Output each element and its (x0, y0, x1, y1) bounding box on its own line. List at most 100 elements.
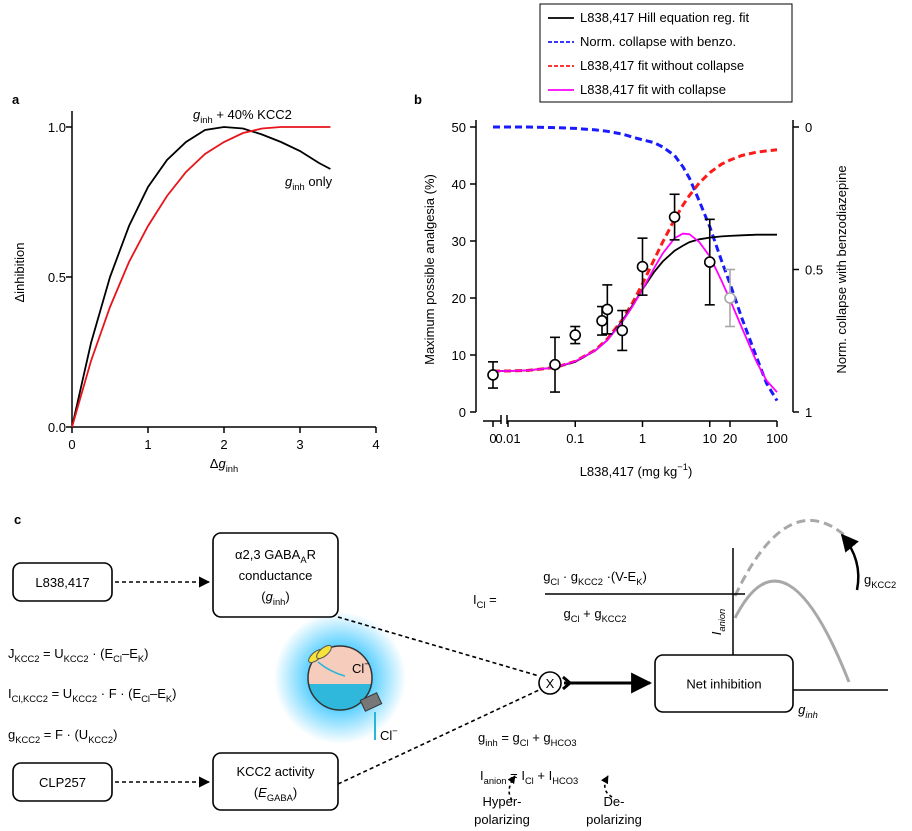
series-line (71, 126, 331, 428)
node-box (12, 762, 113, 802)
text-run: inh (292, 182, 304, 192)
ion-label: Cl− (352, 659, 370, 676)
text-run: Cl (477, 600, 486, 610)
text-run: ) (285, 589, 289, 604)
text-run: HCO3 (551, 738, 577, 748)
y2-axis-label: Norm. collapse with benzodiazepine (834, 165, 849, 373)
text-run: + g (529, 730, 551, 745)
text-run: g (8, 727, 15, 742)
text-run: I (480, 768, 484, 783)
text-run: Cl (550, 577, 559, 587)
panel-label: c (14, 512, 21, 527)
text-run: ) (113, 727, 117, 742)
data-point (549, 358, 561, 371)
x-tick-label: 0.1 (566, 431, 584, 446)
node-box (654, 654, 794, 713)
text-run: ( (261, 589, 266, 604)
text-run: ) (642, 569, 646, 584)
text-run: K (636, 577, 643, 587)
x-tick-label: 2 (220, 437, 227, 452)
text-run: Cl (571, 614, 580, 624)
y-axis-label: Δinhibition (12, 243, 27, 303)
note: polarizing (586, 812, 642, 827)
x-axis-label: L838,417 (mg kg−1) (580, 462, 693, 479)
node-label: α2,3 GABAAR (235, 547, 316, 565)
text-run: I (709, 631, 724, 635)
legend-label: L838,417 fit with collapse (580, 82, 726, 97)
text-run: = (485, 592, 496, 607)
text-run: ·(V-E (603, 569, 637, 584)
text-run: KCC2 (88, 735, 113, 745)
series-line (493, 148, 778, 373)
note: De- (604, 794, 625, 809)
y2-tick-label: 1 (805, 405, 812, 420)
text-run: KCC2 (15, 654, 40, 664)
y-tick-label: 0.5 (48, 270, 66, 285)
note: Hyper- (482, 794, 521, 809)
text-run: g (478, 730, 485, 745)
text-run: R (307, 547, 316, 562)
y-tick-label: 20 (452, 291, 466, 306)
node-label: conductance (239, 568, 313, 583)
text-run: inh (200, 115, 212, 125)
text-run: KCC2 (871, 580, 896, 590)
text-run: = U (39, 646, 63, 661)
series-line (493, 232, 778, 393)
text-run: inh (485, 738, 497, 748)
text-run: = U (48, 686, 72, 701)
text-run: · g (559, 569, 578, 584)
text-run: g (798, 702, 806, 717)
series-label: ginh only (285, 174, 333, 192)
node-label: (EGABA) (254, 785, 297, 803)
text-run: A (300, 555, 307, 565)
text-run: ( (254, 785, 259, 800)
text-run: − (392, 726, 397, 736)
text-run: g (285, 174, 293, 189)
series-line (493, 125, 779, 402)
text-run: HCO3 (552, 776, 578, 786)
text-run: g (563, 606, 570, 621)
text-run: · F · (E (97, 686, 141, 701)
text-run: = F · (U (40, 727, 88, 742)
data-point (596, 314, 608, 327)
text-run: inh (226, 464, 238, 474)
y-tick-label: 10 (452, 348, 466, 363)
text-run: E (258, 785, 267, 800)
text-run: g (218, 456, 226, 471)
data-point (703, 256, 716, 268)
y-tick-label: 0.0 (48, 420, 66, 435)
text-run: g (864, 572, 871, 587)
text-run: + I (534, 768, 552, 783)
text-run: KCC2 (602, 614, 627, 624)
legend-label: Norm. collapse with benzo. (580, 34, 736, 49)
text-run: = I (507, 768, 525, 783)
ion-label: Cl− (380, 726, 398, 743)
node-label: KCC2 activity (236, 764, 315, 779)
text-run: KCC2 (64, 654, 89, 664)
y-axis-label: Maximum possible analgesia (%) (422, 174, 437, 365)
y-tick-label: 50 (452, 120, 466, 135)
text-run: –E (122, 646, 138, 661)
data-point (616, 324, 629, 337)
equation: ginh = gCl + gHCO3 (478, 730, 577, 748)
equation: ICl,KCC2 = UKCC2 · F · (ECl–EK) (8, 686, 177, 704)
text-run: KCC2 (15, 735, 40, 745)
legend-label: L838,417 Hill equation reg. fit (580, 10, 750, 25)
text-run: ) (688, 464, 692, 479)
data-point (668, 211, 681, 223)
text-run: GABA (267, 793, 294, 803)
text-run: g (543, 569, 550, 584)
equation: gCl · gKCC2 ·(V-EK) (543, 569, 647, 587)
inset-x-label: ginh (798, 702, 818, 720)
note: polarizing (474, 812, 530, 827)
text-run: · (E (89, 646, 114, 661)
text-run: −1 (677, 462, 688, 472)
text-run: Δ (210, 456, 219, 471)
data-point (487, 369, 499, 381)
x-tick-label: 100 (766, 431, 788, 446)
x-tick-label: 0 (489, 431, 496, 446)
text-run: Cl (352, 661, 364, 676)
x-tick-label: 1 (144, 437, 151, 452)
text-run: J (8, 646, 15, 661)
text-run: –E (150, 686, 166, 701)
